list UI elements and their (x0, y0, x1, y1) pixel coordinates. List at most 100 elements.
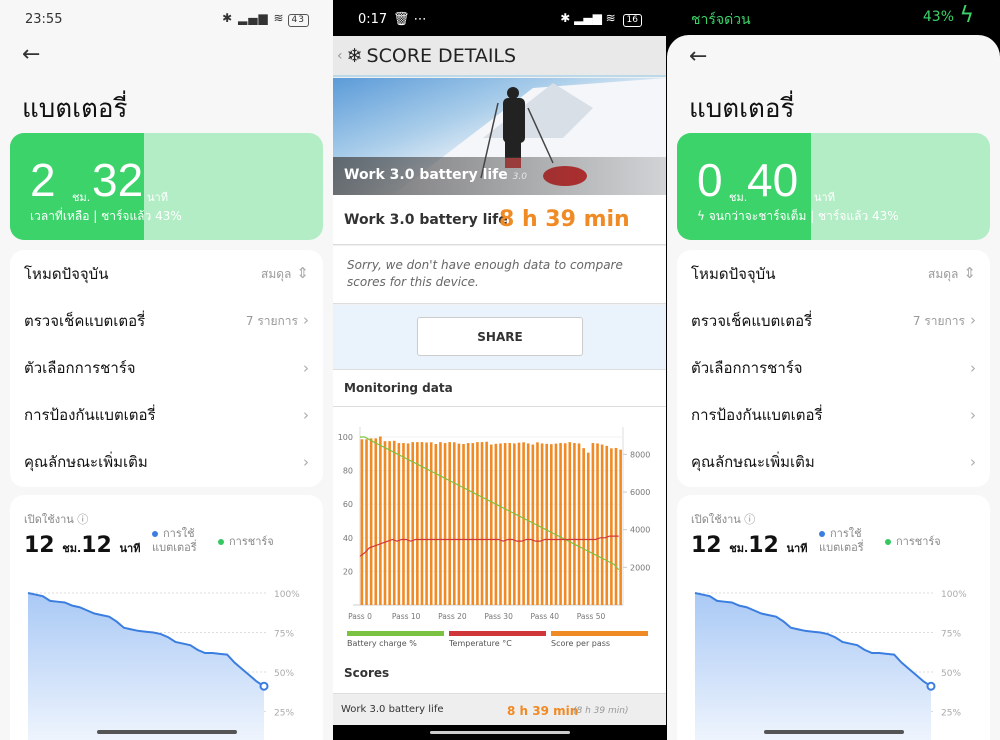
skier-hero-image: Work 3.0 battery life 3.0 (333, 78, 666, 195)
menu-battery-protection[interactable]: การป้องกันแบตเตอรี่ › (24, 391, 309, 438)
usage-hours: 12 (691, 533, 722, 558)
legend-charge: การชาร์จ (885, 535, 941, 549)
help-icon[interactable]: ⓘ (77, 513, 89, 526)
usage-card: เปิดใช้งาน ⓘ 12 ชม.12 นาที การใช้ แบตเตอ… (677, 495, 990, 740)
share-button[interactable]: SHARE (417, 317, 583, 356)
usage-time: 12 ชม.12 นาที (24, 533, 140, 558)
score-bar (526, 443, 530, 605)
menu-more-features[interactable]: คุณลักษณะเพิ่มเติม › (691, 438, 976, 485)
usage-area (28, 593, 264, 740)
score-bar (614, 447, 618, 605)
trash-icon: 🗑 ⋯ (393, 12, 427, 27)
back-arrow-icon[interactable]: ← (689, 44, 708, 69)
menu-more-features[interactable]: คุณลักษณะเพิ่มเติม › (24, 438, 309, 485)
score-bar (531, 444, 535, 605)
status-icons: ✱ ▂▄▆ ≋ 43 (222, 11, 309, 27)
usage-minutes-unit: นาที (119, 542, 141, 555)
legend-usage: การใช้ แบตเตอรี่ (819, 527, 879, 555)
sorry-message: Sorry, we don't have enough data to comp… (333, 246, 666, 304)
battery-remaining-card: 2 ชม. 32 นาที เวลาที่เหลือ | ชาร์จแล้ว 4… (10, 133, 323, 240)
current-point (259, 681, 269, 691)
charge-level-fill (677, 133, 811, 240)
scores-title: Scores (344, 666, 390, 680)
menu-charging-options[interactable]: ตัวเลือกการชาร์จ › (24, 344, 309, 391)
score-bar (550, 444, 553, 605)
score-details-screen: 0:17 🗑 ⋯ ✱ ▂▄▆ ≋ 16 ‹ ❄ SCORE DETAILS Work… (333, 0, 666, 740)
score-bar (517, 442, 521, 605)
score-bar (480, 442, 484, 605)
menu-value: สมดุล (261, 266, 292, 281)
usage-minutes: 12 (81, 533, 112, 558)
score-bar (453, 442, 456, 605)
page-title: แบตเตอรี่ (22, 94, 128, 124)
usage-label-text: เปิดใช้งาน (24, 513, 74, 526)
hours-unit: ชม. (72, 191, 91, 204)
usage-area (695, 593, 931, 740)
score-bar (402, 443, 405, 605)
legend-dot-blue (819, 531, 825, 537)
legend-dot-blue (152, 531, 158, 537)
score-bar (559, 443, 562, 605)
usage-line (694, 592, 932, 688)
score-bar (443, 443, 447, 605)
legend-swatch (347, 631, 444, 636)
legend-label: Battery charge % (347, 639, 417, 648)
menu-current-mode[interactable]: โหมดปัจจุบัน สมดุล ⇕ (24, 250, 309, 297)
legend-swatch (551, 631, 648, 636)
usage-label: เปิดใช้งาน ⓘ (24, 510, 88, 528)
share-area: SHARE (333, 305, 666, 369)
score-bar (545, 443, 548, 605)
menu-charging-options[interactable]: ตัวเลือกการชาร์จ › (691, 344, 976, 391)
scores-row[interactable]: Work 3.0 battery life 8 h 39 min (8 h 39… (333, 695, 666, 725)
y-tick-label: 75% (941, 630, 961, 640)
status-bar: 0:17 🗑 ⋯ ✱ ▂▄▆ ≋ 16 (333, 0, 666, 36)
usage-minutes-unit: นาที (786, 542, 808, 555)
score-bar (577, 443, 581, 605)
score-bar (586, 452, 590, 605)
legend-charge-text: การชาร์จ (896, 535, 941, 548)
lightning-icon: ϟ (959, 3, 974, 28)
score-bar (379, 436, 382, 605)
back-chevron-icon[interactable]: ‹ (337, 47, 343, 64)
hours-value: 2 (30, 154, 56, 206)
usage-minutes: 12 (748, 533, 779, 558)
snowflake-icon: ❄ (346, 44, 363, 67)
bluetooth-icon: ✱ (222, 11, 234, 25)
current-point (926, 681, 936, 691)
legend-usage-text: การใช้ แบตเตอรี่ (819, 527, 864, 554)
home-indicator[interactable] (430, 731, 570, 734)
score-bar (485, 441, 488, 605)
back-arrow-icon[interactable]: ← (22, 42, 41, 67)
battery-screen-right: ชาร์จด่วน 43% ϟ ← แบตเตอรี่ 0 ชม. 40 นาท… (667, 0, 1000, 740)
score-bar (429, 442, 433, 605)
chevron-right-icon: › (303, 405, 309, 424)
score-bar (596, 443, 599, 605)
legend-label: Score per pass (551, 639, 610, 648)
x-tick-label: Pass 0 (348, 612, 372, 621)
usage-card: เปิดใช้งาน ⓘ 12 ชม.12 นาที การใช้ แบตเตอ… (10, 495, 323, 740)
menu-battery-check[interactable]: ตรวจเช็คแบตเตอรี่ 7 รายการ › (24, 297, 309, 344)
score-bar (434, 444, 438, 605)
usage-line (27, 592, 265, 688)
menu-battery-protection[interactable]: การป้องกันแบตเตอรี่ › (691, 391, 976, 438)
y-left-tick: 80 (343, 467, 353, 476)
menu-label: คุณลักษณะเพิ่มเติม (691, 452, 815, 471)
y-left-tick: 20 (343, 567, 353, 576)
score-bar (600, 444, 604, 605)
menu-battery-check[interactable]: ตรวจเช็คแบตเตอรี่ 7 รายการ › (691, 297, 976, 344)
updown-icon: ⇕ (296, 263, 309, 282)
help-icon[interactable]: ⓘ (744, 513, 756, 526)
home-indicator[interactable] (764, 730, 904, 734)
y-right-tick: 4000 (630, 526, 650, 535)
legend-dot-green (218, 539, 224, 545)
monitoring-title: Monitoring data (344, 381, 453, 395)
home-indicator[interactable] (97, 730, 237, 734)
y-tick-label: 50% (274, 669, 294, 679)
menu-current-mode[interactable]: โหมดปัจจุบัน สมดุล ⇕ (691, 250, 976, 297)
signal-icon: ▂▄▆ (237, 11, 269, 25)
score-bar (605, 445, 609, 605)
usage-label-text: เปิดใช้งาน (691, 513, 741, 526)
hours-value: 0 (697, 154, 723, 206)
x-tick-label: Pass 20 (438, 612, 467, 621)
y-left-tick: 40 (343, 534, 353, 543)
